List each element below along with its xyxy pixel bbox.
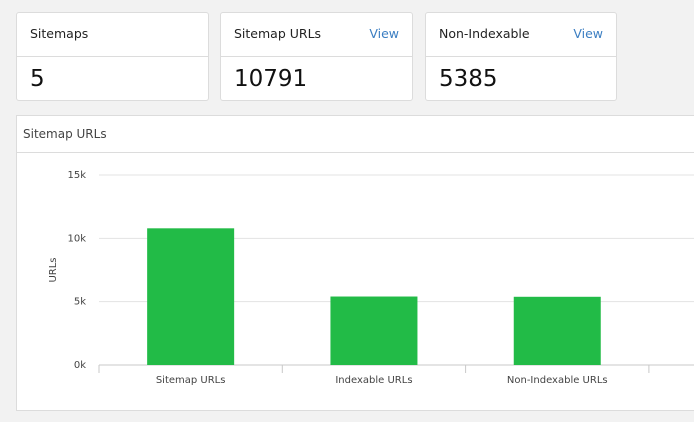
bar xyxy=(330,296,418,365)
y-axis-label: URLs xyxy=(48,257,59,282)
card: Non-Indexable View 5385 xyxy=(425,12,617,101)
y-tick-label: 0k xyxy=(74,360,86,371)
panel-title: Sitemap URLs xyxy=(17,116,694,153)
view-link[interactable]: View xyxy=(573,26,603,41)
card-title: Sitemap URLs xyxy=(234,26,322,41)
card-value: 5385 xyxy=(439,66,498,92)
card: Sitemaps 5 xyxy=(16,12,209,101)
bar xyxy=(147,228,235,365)
card-value: 10791 xyxy=(234,66,308,92)
x-tick-label: Non-Indexable URLs xyxy=(507,375,608,386)
y-tick-label: 15k xyxy=(67,170,86,181)
card-value: 5 xyxy=(30,66,45,92)
x-tick-label: Indexable URLs xyxy=(335,375,412,386)
view-link[interactable]: View xyxy=(369,26,399,41)
card: Sitemap URLs View 10791 xyxy=(220,12,413,101)
card-title: Sitemaps xyxy=(17,13,208,57)
x-tick-label: Sitemap URLs xyxy=(156,375,226,386)
y-tick-label: 5k xyxy=(74,297,86,308)
card-title: Non-Indexable xyxy=(439,26,530,41)
bar xyxy=(513,296,601,365)
y-tick-label: 10k xyxy=(67,233,86,244)
